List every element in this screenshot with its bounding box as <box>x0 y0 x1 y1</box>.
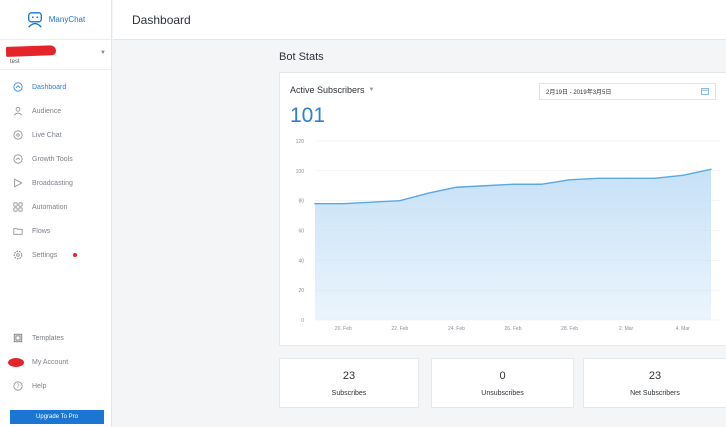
sidebar-item-label: Growth Tools <box>32 155 73 163</box>
stat-unsubscribes: 0 Unsubscribes <box>431 358 574 408</box>
sidebar-nav: Dashboard Audience Live Chat Growth Tools Br… <box>0 70 111 267</box>
page-title: Dashboard <box>132 12 191 27</box>
data-point <box>342 202 344 205</box>
svg-text:?: ? <box>16 384 19 390</box>
data-point <box>597 177 599 179</box>
account-subtitle: test <box>10 59 20 65</box>
y-tick-label: 120 <box>296 139 305 145</box>
sidebar-item-label: Broadcasting <box>32 179 73 187</box>
subscribers-chart: 0 20 40 60 80 100 120 20. Feb 22. Feb 24. Feb 26. … <box>296 139 721 332</box>
metric-value: 101 <box>290 104 326 127</box>
sidebar-item-audience[interactable]: Audience <box>0 99 111 123</box>
x-tick-label: 22. Feb <box>391 326 408 332</box>
date-range-picker[interactable]: 2月19日 - 2019年3月5日 <box>539 83 716 100</box>
stat-label: Unsubscribes <box>481 389 524 397</box>
top-bar: Dashboard <box>113 0 726 40</box>
stat-subscribes: 23 Subscribes <box>279 358 419 408</box>
metric-select-label: Active Subscribers <box>290 85 365 95</box>
date-range-text: 2月19日 - 2019年3月5日 <box>546 90 612 96</box>
x-tick-label: 26. Feb <box>505 326 522 332</box>
sidebar-item-flows[interactable]: Flows <box>0 219 111 243</box>
template-icon <box>12 332 24 344</box>
data-point <box>314 202 316 205</box>
calendar-icon <box>701 88 709 95</box>
y-tick-label: 20 <box>298 288 304 294</box>
metric-select[interactable]: Active Subscribers ▼ <box>290 85 374 95</box>
audience-icon <box>12 105 24 117</box>
sidebar-item-label: Templates <box>32 334 64 342</box>
data-point <box>399 199 401 202</box>
stat-label: Subscribes <box>331 389 367 397</box>
y-tick-label: 0 <box>301 318 304 324</box>
upgrade-button[interactable]: Upgrade To Pro <box>10 410 104 424</box>
data-point <box>568 179 571 181</box>
account-switcher[interactable]: test ▼ <box>0 40 111 70</box>
sidebar-item-live-chat[interactable]: Live Chat <box>0 123 111 147</box>
stat-value: 0 <box>499 369 506 382</box>
dashboard-icon <box>12 81 24 93</box>
series-area <box>315 169 711 320</box>
sidebar: ManyChat test ▼ Dashboard Audience Live Ch… <box>0 0 112 427</box>
x-tick-label: 28. Feb <box>561 326 578 332</box>
sidebar-item-broadcasting[interactable]: Broadcasting <box>0 171 111 195</box>
x-tick-label: 4. Mar <box>676 326 691 332</box>
sidebar-item-label: Help <box>32 382 47 390</box>
alert-dot <box>73 253 78 257</box>
sidebar-item-label: Dashboard <box>32 83 67 91</box>
sidebar-item-dashboard[interactable]: Dashboard <box>0 75 111 99</box>
sidebar-item-label: Flows <box>32 227 51 235</box>
bot-stats-card: Active Subscribers ▼ 101 2月19日 - 2019年3月… <box>279 72 726 346</box>
stat-value: 23 <box>648 369 662 382</box>
sidebar-item-label: My Account <box>32 358 69 366</box>
chevron-down-icon: ▼ <box>368 87 375 93</box>
data-point <box>625 177 627 179</box>
sidebar-item-help[interactable]: ? Help <box>0 374 112 398</box>
sidebar-item-templates[interactable]: Templates <box>0 326 112 350</box>
redacted-account-name <box>5 45 57 57</box>
data-point <box>540 183 542 185</box>
chevron-down-icon: ▼ <box>100 50 106 56</box>
section-title: Bot Stats <box>279 51 324 63</box>
chat-icon <box>12 129 24 141</box>
sidebar-item-label: Automation <box>32 203 68 211</box>
data-point <box>682 174 684 177</box>
data-point <box>370 201 373 203</box>
sidebar-item-growth-tools[interactable]: Growth Tools <box>0 147 111 171</box>
x-tick-label: 2. Mar <box>619 326 634 332</box>
y-tick-label: 100 <box>296 169 305 175</box>
data-point <box>653 177 656 179</box>
avatar <box>8 356 24 368</box>
sidebar-nav-bottom: Templates My Account? Help <box>0 326 112 398</box>
sidebar-item-my-account[interactable]: My Account <box>0 350 112 374</box>
sidebar-item-automation[interactable]: Automation <box>0 195 111 219</box>
brand[interactable]: ManyChat <box>0 0 111 40</box>
y-tick-label: 80 <box>298 199 304 205</box>
data-point <box>512 183 514 185</box>
gear-icon <box>12 249 24 261</box>
data-point <box>710 168 712 171</box>
y-tick-label: 60 <box>298 229 304 235</box>
stat-value: 23 <box>342 369 356 382</box>
manychat-logo-icon <box>27 11 42 28</box>
sidebar-item-label: Live Chat <box>32 131 62 139</box>
data-point <box>484 185 486 187</box>
sidebar-item-settings[interactable]: Settings <box>0 243 111 267</box>
sidebar-item-label: Audience <box>32 107 62 115</box>
broadcast-icon <box>12 177 24 189</box>
stat-label: Net Subscribers <box>630 389 680 397</box>
help-icon: ? <box>12 380 24 392</box>
brand-name: ManyChat <box>48 15 86 24</box>
y-tick-label: 40 <box>298 258 304 264</box>
sidebar-item-label: Settings <box>32 251 58 259</box>
growth-icon <box>12 153 24 165</box>
redacted-avatar <box>8 357 24 367</box>
stat-net-subscribers: 23 Net Subscribers <box>583 358 726 408</box>
folder-icon <box>12 225 24 237</box>
x-tick-label: 24. Feb <box>448 326 465 332</box>
data-point <box>427 192 429 194</box>
x-tick-label: 20. Feb <box>335 326 352 332</box>
data-point <box>455 186 458 188</box>
automation-icon <box>12 201 24 213</box>
